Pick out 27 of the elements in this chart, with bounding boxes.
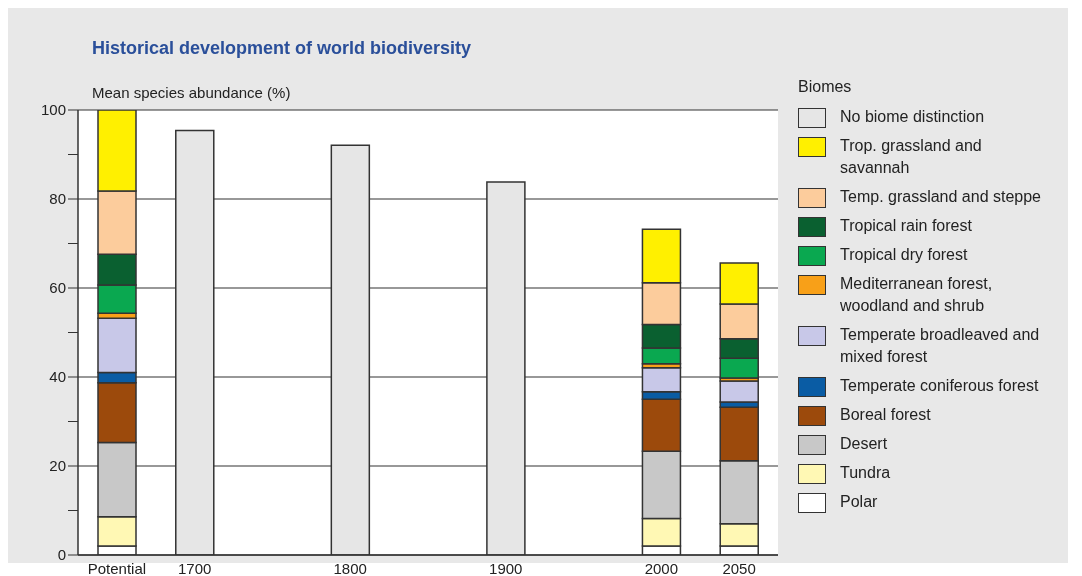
legend-label: Tropical dry forest (840, 245, 969, 265)
legend-label: Trop. grassland and savannah (840, 136, 983, 178)
y-tick-label: 20 (49, 457, 66, 475)
x-tick-label: 1700 (177, 559, 212, 576)
legend-label: Mediterranean forest, woodland and shrub (840, 274, 994, 316)
y-tick-label: 60 (49, 279, 66, 297)
legend-label: Desert (840, 434, 889, 454)
x-tick-label: 2000 (644, 559, 679, 576)
x-tick-label: Potential (87, 559, 147, 576)
legend-title: Biomes (798, 78, 853, 96)
y-tick-label: 40 (49, 368, 66, 386)
legend-label: Temperate broadleaved and mixed forest (840, 325, 1041, 367)
y-tick-label: 80 (49, 190, 66, 208)
y-tick-label: 0 (57, 546, 66, 564)
legend-label: Temp. grassland and steppe (840, 187, 1042, 207)
legend-label: Temperate coniferous forest (840, 376, 1040, 396)
legend-label: Boreal forest (840, 405, 932, 425)
legend-label: Polar (840, 492, 879, 512)
legend-label: Tundra (840, 463, 892, 483)
legend-label: No biome distinction (840, 107, 986, 127)
x-tick-label: 1800 (333, 559, 367, 576)
y-axis-title: Mean species abundance (%) (92, 84, 291, 101)
legend-label: Tropical rain forest (840, 216, 973, 236)
y-tick-label: 100 (40, 101, 66, 119)
x-tick-label: 1900 (489, 559, 523, 576)
chart-title: Historical development of world biodiversity (92, 38, 472, 59)
x-tick-label: 2050 (722, 559, 756, 576)
